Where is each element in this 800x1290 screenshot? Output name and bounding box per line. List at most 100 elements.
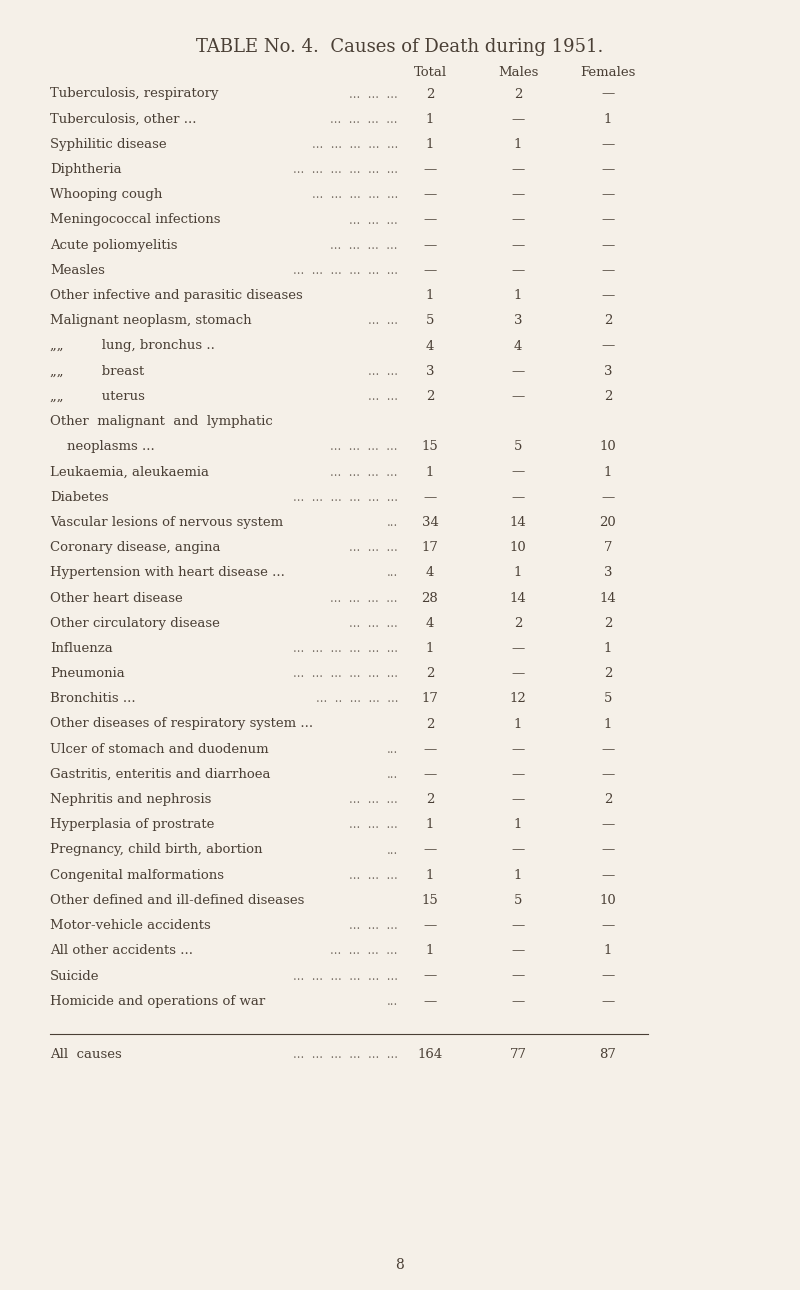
- Text: ...  ...  ...  ...  ...: ... ... ... ... ...: [312, 188, 398, 201]
- Text: ...  ...: ... ...: [368, 365, 398, 378]
- Text: —: —: [602, 970, 614, 983]
- Text: Bronchitis ...: Bronchitis ...: [50, 693, 136, 706]
- Text: 1: 1: [514, 289, 522, 302]
- Text: 10: 10: [600, 894, 616, 907]
- Text: 1: 1: [514, 818, 522, 831]
- Text: —: —: [511, 918, 525, 933]
- Text: 1: 1: [604, 944, 612, 957]
- Text: —: —: [511, 995, 525, 1007]
- Text: 1: 1: [426, 868, 434, 881]
- Text: 2: 2: [604, 667, 612, 680]
- Text: Whooping cough: Whooping cough: [50, 188, 162, 201]
- Text: Measles: Measles: [50, 264, 105, 277]
- Text: —: —: [511, 390, 525, 402]
- Text: 1: 1: [514, 566, 522, 579]
- Text: Congenital malformations: Congenital malformations: [50, 868, 224, 881]
- Text: Other diseases of respiratory system ...: Other diseases of respiratory system ...: [50, 717, 313, 730]
- Text: Coronary disease, angina: Coronary disease, angina: [50, 541, 221, 555]
- Text: Other infective and parasitic diseases: Other infective and parasitic diseases: [50, 289, 302, 302]
- Text: —: —: [511, 642, 525, 655]
- Text: Hyperplasia of prostrate: Hyperplasia of prostrate: [50, 818, 214, 831]
- Text: ...: ...: [386, 844, 398, 857]
- Text: Homicide and operations of war: Homicide and operations of war: [50, 995, 266, 1007]
- Text: ...  ...  ...  ...: ... ... ... ...: [330, 592, 398, 605]
- Text: 164: 164: [418, 1047, 442, 1060]
- Text: 2: 2: [514, 88, 522, 101]
- Text: 3: 3: [604, 566, 612, 579]
- Text: Ulcer of stomach and duodenum: Ulcer of stomach and duodenum: [50, 743, 269, 756]
- Text: —: —: [602, 918, 614, 933]
- Text: 2: 2: [604, 617, 612, 630]
- Text: 1: 1: [604, 717, 612, 730]
- Text: —: —: [602, 88, 614, 101]
- Text: ...  ...  ...  ...  ...  ...: ... ... ... ... ... ...: [293, 264, 398, 277]
- Text: All  causes: All causes: [50, 1047, 122, 1060]
- Text: 5: 5: [514, 440, 522, 453]
- Text: 1: 1: [514, 717, 522, 730]
- Text: 14: 14: [510, 592, 526, 605]
- Text: 4: 4: [514, 339, 522, 352]
- Text: 1: 1: [604, 466, 612, 479]
- Text: ...: ...: [386, 995, 398, 1007]
- Text: Tuberculosis, other ...: Tuberculosis, other ...: [50, 112, 197, 125]
- Text: 3: 3: [604, 365, 612, 378]
- Text: —: —: [511, 667, 525, 680]
- Text: —: —: [511, 743, 525, 756]
- Text: Influenza: Influenza: [50, 642, 113, 655]
- Text: —: —: [511, 214, 525, 227]
- Text: „„         breast: „„ breast: [50, 365, 144, 378]
- Text: —: —: [511, 365, 525, 378]
- Text: ...  ...  ...: ... ... ...: [350, 793, 398, 806]
- Text: 2: 2: [604, 315, 612, 328]
- Text: Pneumonia: Pneumonia: [50, 667, 125, 680]
- Text: Hypertension with heart disease ...: Hypertension with heart disease ...: [50, 566, 285, 579]
- Text: ...  ...  ...  ...  ...  ...: ... ... ... ... ... ...: [293, 667, 398, 680]
- Text: 5: 5: [604, 693, 612, 706]
- Text: 3: 3: [426, 365, 434, 378]
- Text: —: —: [511, 970, 525, 983]
- Text: 14: 14: [600, 592, 616, 605]
- Text: 1: 1: [604, 642, 612, 655]
- Text: Acute poliomyelitis: Acute poliomyelitis: [50, 239, 178, 252]
- Text: „„         uterus: „„ uterus: [50, 390, 145, 402]
- Text: —: —: [511, 163, 525, 177]
- Text: ...  ...  ...  ...  ...  ...: ... ... ... ... ... ...: [293, 490, 398, 503]
- Text: ...  ...: ... ...: [368, 390, 398, 402]
- Text: Meningococcal infections: Meningococcal infections: [50, 214, 221, 227]
- Text: All other accidents ...: All other accidents ...: [50, 944, 193, 957]
- Text: 34: 34: [422, 516, 438, 529]
- Text: 4: 4: [426, 617, 434, 630]
- Text: —: —: [602, 188, 614, 201]
- Text: Vascular lesions of nervous system: Vascular lesions of nervous system: [50, 516, 283, 529]
- Text: —: —: [423, 768, 437, 780]
- Text: —: —: [511, 112, 525, 125]
- Text: 17: 17: [422, 541, 438, 555]
- Text: Motor-vehicle accidents: Motor-vehicle accidents: [50, 918, 210, 933]
- Text: —: —: [511, 466, 525, 479]
- Text: 1: 1: [604, 112, 612, 125]
- Text: 2: 2: [426, 390, 434, 402]
- Text: 2: 2: [604, 793, 612, 806]
- Text: 15: 15: [422, 440, 438, 453]
- Text: Suicide: Suicide: [50, 970, 99, 983]
- Text: Leukaemia, aleukaemia: Leukaemia, aleukaemia: [50, 466, 209, 479]
- Text: —: —: [511, 264, 525, 277]
- Text: —: —: [602, 490, 614, 503]
- Text: ...  ...  ...  ...  ...  ...: ... ... ... ... ... ...: [293, 1047, 398, 1060]
- Text: Tuberculosis, respiratory: Tuberculosis, respiratory: [50, 88, 218, 101]
- Text: ...  ...  ...  ...  ...  ...: ... ... ... ... ... ...: [293, 642, 398, 655]
- Text: neoplasms ...: neoplasms ...: [50, 440, 154, 453]
- Text: ...  ...  ...  ...: ... ... ... ...: [330, 944, 398, 957]
- Text: 5: 5: [514, 894, 522, 907]
- Text: —: —: [511, 490, 525, 503]
- Text: 4: 4: [426, 339, 434, 352]
- Text: 1: 1: [426, 289, 434, 302]
- Text: —: —: [423, 918, 437, 933]
- Text: 8: 8: [396, 1258, 404, 1272]
- Text: ...  ...  ...  ...  ...  ...: ... ... ... ... ... ...: [293, 163, 398, 177]
- Text: —: —: [423, 743, 437, 756]
- Text: Other defined and ill-defined diseases: Other defined and ill-defined diseases: [50, 894, 304, 907]
- Text: 1: 1: [426, 138, 434, 151]
- Text: ...: ...: [386, 743, 398, 756]
- Text: —: —: [602, 289, 614, 302]
